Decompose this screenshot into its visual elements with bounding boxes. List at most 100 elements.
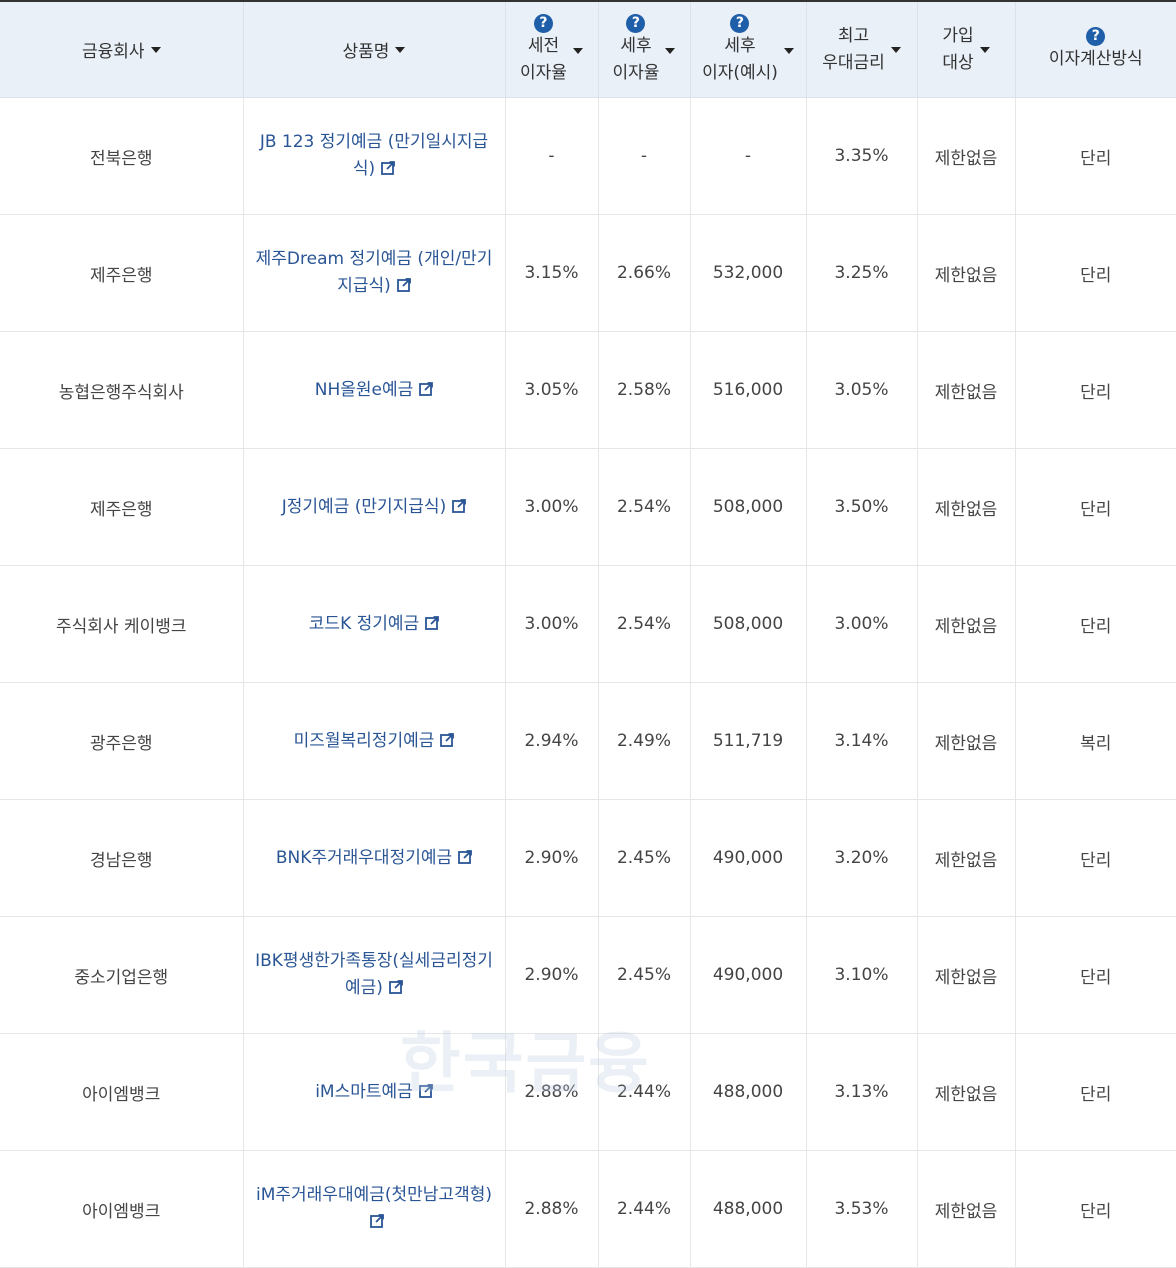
cell-post-tax-interest: 532,000 <box>690 214 807 332</box>
product-name-line: NH올원e예금 <box>314 379 414 400</box>
cell-product: J정기예금 (만기지급식) <box>243 448 506 566</box>
header-post-tax-rate-line1: 세후 <box>620 36 652 56</box>
cell-max-pref-rate: 3.10% <box>806 916 918 1034</box>
cell-interest-method: 단리 <box>1015 97 1176 215</box>
cell-eligibility: 제한없음 <box>917 331 1016 449</box>
product-link[interactable]: 코드K 정기예금 <box>309 611 440 638</box>
product-link[interactable]: BNK주거래우대정기예금 <box>275 845 473 872</box>
cell-post-tax-rate: 2.45% <box>598 799 691 917</box>
cell-post-tax-rate: 2.44% <box>598 1033 691 1151</box>
cell-post-tax-rate: 2.49% <box>598 682 691 800</box>
help-icon[interactable]: ? <box>1086 26 1106 46</box>
header-product-label: 상품명 <box>342 42 390 62</box>
sort-caret-icon[interactable] <box>150 46 161 53</box>
external-link-icon <box>458 849 473 864</box>
cell-post-tax-rate: - <box>598 97 691 215</box>
product-name-line: J정기예금 (만기지급식) <box>281 496 447 517</box>
cell-eligibility: 제한없음 <box>917 1033 1016 1151</box>
table-row: 아이엠뱅크 iM스마트예금 2.88% 2.44% 488,000 3.13% 제한없음 단리 <box>0 1033 1176 1151</box>
cell-pre-tax-rate: 3.00% <box>505 565 599 683</box>
help-icon[interactable]: ? <box>533 14 553 33</box>
table-row: 아이엠뱅크 iM주거래우대예금(첫만남고객형) 2.88% 2.44% 488,000 3… <box>0 1150 1176 1268</box>
cell-pre-tax-rate: 3.15% <box>505 214 599 332</box>
sort-caret-icon[interactable] <box>890 46 901 53</box>
cell-company: 아이엠뱅크 <box>0 1033 244 1151</box>
external-link-icon <box>389 980 403 994</box>
cell-post-tax-interest: 490,000 <box>690 799 807 917</box>
cell-interest-method: 단리 <box>1015 1150 1176 1268</box>
cell-company: 중소기업은행 <box>0 916 244 1034</box>
cell-pre-tax-rate: 3.05% <box>505 331 599 449</box>
external-link-icon <box>418 1083 433 1098</box>
cell-interest-method: 단리 <box>1015 448 1176 566</box>
cell-pre-tax-rate: 2.94% <box>505 682 599 800</box>
external-link-icon <box>381 161 396 175</box>
cell-max-pref-rate: 3.50% <box>806 448 918 566</box>
header-max-pref-rate[interactable]: 최고 우대금리 <box>806 2 918 98</box>
sort-caret-icon[interactable] <box>783 47 794 54</box>
cell-interest-method: 단리 <box>1015 916 1176 1034</box>
product-link[interactable]: J정기예금 (만기지급식) <box>281 494 467 521</box>
cell-pre-tax-rate: 2.90% <box>505 799 599 917</box>
cell-post-tax-rate: 2.44% <box>598 1150 691 1268</box>
help-icon[interactable]: ? <box>730 14 750 33</box>
header-eligibility[interactable]: 가입 대상 <box>917 2 1016 98</box>
cell-eligibility: 제한없음 <box>917 916 1016 1034</box>
product-name-line: 미즈월복리정기예금 <box>293 730 435 751</box>
header-post-tax-interest[interactable]: ? 세후 이자(예시) <box>690 2 807 98</box>
header-company[interactable]: 금융회사 <box>0 2 244 98</box>
header-product[interactable]: 상품명 <box>243 2 506 98</box>
cell-post-tax-interest: - <box>690 97 807 215</box>
cell-product: 제주Dream 정기예금 (개인/만기 지급식) <box>243 214 506 332</box>
table-header-row: 금융회사 상품명 ? 세전 이자율 ? 세후 이자율 ? 세후 이자(예시) 최고 우대금리 … <box>0 2 1176 98</box>
cell-product: 미즈월복리정기예금 <box>243 682 506 800</box>
product-link[interactable]: iM스마트예금 <box>315 1079 433 1106</box>
cell-eligibility: 제한없음 <box>917 97 1016 215</box>
cell-product: iM스마트예금 <box>243 1033 506 1151</box>
sort-caret-icon[interactable] <box>395 46 406 53</box>
product-name-line: iM스마트예금 <box>315 1081 413 1102</box>
cell-post-tax-interest: 490,000 <box>690 916 807 1034</box>
sort-caret-icon[interactable] <box>572 47 583 54</box>
cell-eligibility: 제한없음 <box>917 565 1016 683</box>
cell-product: BNK주거래우대정기예금 <box>243 799 506 917</box>
table-row: 광주은행 미즈월복리정기예금 2.94% 2.49% 511,719 3.14% 제한없음 복… <box>0 682 1176 800</box>
product-link[interactable]: 미즈월복리정기예금 <box>294 728 455 755</box>
header-interest-method: ? 이자계산방식 <box>1015 2 1176 98</box>
sort-caret-icon[interactable] <box>665 47 676 54</box>
cell-company: 경남은행 <box>0 799 244 917</box>
cell-post-tax-interest: 516,000 <box>690 331 807 449</box>
help-icon[interactable]: ? <box>626 14 646 33</box>
cell-max-pref-rate: 3.14% <box>806 682 918 800</box>
cell-company: 광주은행 <box>0 682 244 800</box>
cell-eligibility: 제한없음 <box>917 214 1016 332</box>
header-eligibility-line2: 대상 <box>942 52 974 73</box>
product-link[interactable]: NH올원e예금 <box>315 377 434 404</box>
cell-pre-tax-rate: - <box>505 97 599 215</box>
cell-company: 아이엠뱅크 <box>0 1150 244 1268</box>
product-name-line: BNK주거래우대정기예금 <box>275 847 453 868</box>
header-pre-tax-rate-line2: 이자율 <box>520 63 567 83</box>
cell-interest-method: 단리 <box>1015 1033 1176 1151</box>
cell-pre-tax-rate: 2.88% <box>505 1033 599 1151</box>
cell-company: 제주은행 <box>0 448 244 566</box>
product-link[interactable]: iM주거래우대예금(첫만남고객형) <box>256 1182 492 1236</box>
product-name-line: IBK평생한가족통장(실세금리정기 <box>255 951 493 971</box>
product-name-line: 예금) <box>345 978 383 998</box>
product-link[interactable]: 제주Dream 정기예금 (개인/만기 지급식) <box>256 246 493 300</box>
sort-caret-icon[interactable] <box>979 46 990 53</box>
header-pre-tax-rate[interactable]: ? 세전 이자율 <box>505 2 599 98</box>
cell-company: 전북은행 <box>0 97 244 215</box>
product-link[interactable]: JB 123 정기예금 (만기일시지급 식) <box>260 129 488 183</box>
table-row: 농협은행주식회사 NH올원e예금 3.05% 2.58% 516,000 3.05% 제한없… <box>0 331 1176 449</box>
product-name-line: 지급식) <box>337 276 391 296</box>
header-post-tax-interest-line1: 세후 <box>724 36 756 56</box>
cell-post-tax-rate: 2.54% <box>598 565 691 683</box>
cell-post-tax-rate: 2.66% <box>598 214 691 332</box>
cell-post-tax-rate: 2.45% <box>598 916 691 1034</box>
cell-max-pref-rate: 3.25% <box>806 214 918 332</box>
header-post-tax-rate-line2: 이자율 <box>612 63 660 83</box>
